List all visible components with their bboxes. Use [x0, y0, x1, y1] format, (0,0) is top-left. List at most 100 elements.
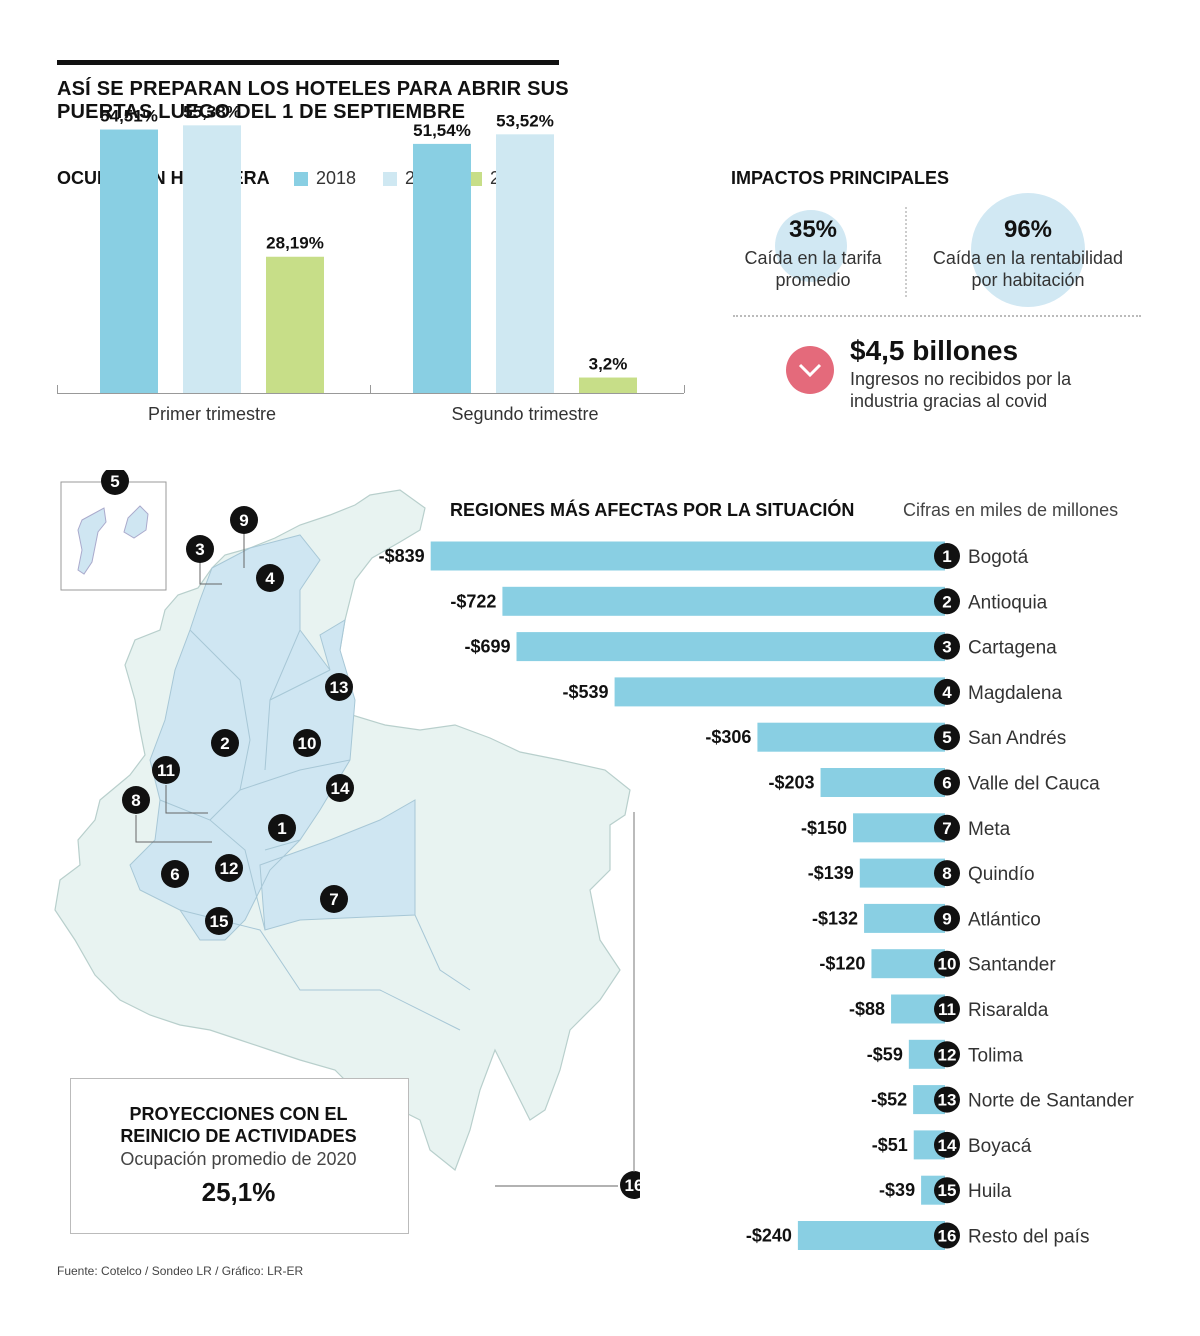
- region16-leader: [633, 812, 635, 1172]
- region-bar: [614, 677, 945, 707]
- providencia-island: [123, 505, 149, 539]
- region-value-label: -$150: [801, 818, 847, 838]
- map-marker: [211, 729, 239, 757]
- impact-value-1: 35%: [788, 216, 838, 243]
- occ-category-label: Primer trimestre: [148, 404, 276, 424]
- legend-swatch-2018: [294, 171, 308, 186]
- region-name-label: Antioquia: [968, 592, 1048, 613]
- map-marker: [326, 774, 354, 802]
- loss-line-1: Ingresos no recibidos por la: [850, 369, 1072, 389]
- region-name-label: Quindío: [968, 864, 1035, 885]
- map-marker-label: 8: [131, 791, 140, 810]
- impact-label-2b: por habitación: [971, 270, 1085, 290]
- region-bar: [797, 1221, 945, 1250]
- region-bar: [859, 858, 945, 888]
- impact-label-1b: promedio: [775, 270, 851, 290]
- title-rule: [57, 60, 559, 65]
- map-marker-label: 11: [157, 761, 175, 780]
- region-name-label: Risaralda: [968, 1000, 1049, 1021]
- region-rank-label: 9: [942, 909, 951, 928]
- occ-bar: [266, 256, 324, 393]
- region-bar: [757, 722, 945, 752]
- region-rank-label: 1: [942, 547, 951, 566]
- map-marker-label: 16: [625, 1176, 640, 1195]
- region-value-label: -$539: [563, 682, 609, 702]
- san-andres-island: [77, 507, 107, 575]
- region-bar: [853, 813, 945, 843]
- region-rank-badge: [934, 678, 960, 705]
- occ-bar: [100, 129, 158, 393]
- region-value-label: -$51: [872, 1135, 908, 1155]
- projection-subtitle: Ocupación promedio de 2020: [120, 1149, 357, 1169]
- san-andres-inset: [60, 481, 167, 591]
- region-rank-label: 13: [938, 1091, 957, 1110]
- region-bar: [864, 903, 945, 933]
- region-rank-badge: [934, 1086, 960, 1113]
- impact-label-2a: Caída en la rentabilidad: [932, 248, 1124, 268]
- region-rank-badge: [934, 996, 960, 1022]
- region-value-label: -$39: [879, 1180, 915, 1200]
- occ-bar: [183, 125, 241, 393]
- region-value-label: -$722: [450, 591, 496, 611]
- region-bar: [502, 586, 945, 616]
- region-bar: [516, 632, 945, 662]
- map-marker: [325, 673, 353, 701]
- legend-label-2018: 2018: [316, 168, 357, 188]
- map-marker: [161, 860, 189, 888]
- impacts-title: IMPACTOS PRINCIPALES: [731, 168, 950, 188]
- legend-swatch-2020: [468, 171, 482, 186]
- impact-circle-1: [775, 210, 847, 282]
- region-name-label: Resto del país: [968, 1227, 1089, 1248]
- region-name-label: Santander: [968, 955, 1056, 976]
- regions-title: REGIONES MÁS AFECTAS POR LA SITUACIÓN: [450, 500, 855, 520]
- source-note: Fuente: Cotelco / Sondeo LR / Gráfico: L…: [57, 1264, 304, 1278]
- leader-lines: [135, 534, 618, 1187]
- region-rank-badge: [934, 814, 960, 841]
- occ-bar: [496, 134, 554, 393]
- region-rank-label: 3: [942, 638, 951, 657]
- region-value-label: -$839: [379, 546, 425, 566]
- region-rank-label: 12: [938, 1045, 957, 1064]
- map-marker-label: 3: [195, 540, 204, 559]
- region-rank-badge: [934, 543, 960, 569]
- region-name-label: Magdalena: [968, 683, 1062, 704]
- region-value-label: -$203: [769, 773, 815, 793]
- occ-bar-label: 53,52%: [496, 111, 554, 130]
- region-value-label: -$699: [464, 637, 510, 657]
- region-rank-badge: [934, 724, 960, 751]
- regions-chart: -$839 1 Bogotá -$722 2 Antioquia -$699 3 Cartage…: [379, 541, 1135, 1250]
- region-rank-badge: [934, 633, 960, 660]
- impact-label-1a: Caída en la tarifa: [744, 248, 882, 268]
- region-rank-label: 2: [942, 592, 951, 611]
- highlight-regions: [129, 534, 416, 941]
- internal-borders: [159, 629, 471, 1031]
- projection-title-1: PROYECCIONES CON EL: [129, 1104, 348, 1124]
- map-marker-label: 7: [329, 890, 338, 909]
- occupancy-chart: 54,51% 55,38% 28,19% Primer trimestre 51,54%…: [57, 102, 685, 424]
- region-bar: [820, 768, 945, 797]
- region-rank-label: 14: [938, 1136, 957, 1155]
- map-marker-label: 12: [220, 859, 239, 878]
- map-marker-label: 4: [265, 569, 275, 588]
- map-marker-label: 5: [110, 472, 119, 491]
- map-marker-label: 10: [298, 734, 317, 753]
- region-value-label: -$52: [871, 1090, 907, 1110]
- loss-value: $4,5 billones: [850, 335, 1019, 366]
- region-value-label: -$88: [849, 999, 885, 1019]
- map-marker: [186, 535, 214, 563]
- map-marker: [256, 564, 284, 592]
- map-marker-label: 13: [330, 678, 349, 697]
- region-rank-label: 8: [942, 864, 951, 883]
- map-marker: [293, 729, 321, 757]
- region-rank-label: 7: [942, 819, 951, 838]
- region-rank-label: 15: [938, 1181, 957, 1200]
- region-name-label: Huila: [968, 1181, 1012, 1202]
- occ-bar-label: 51,54%: [413, 121, 471, 140]
- region-rank-label: 4: [942, 683, 952, 702]
- occ-bar: [413, 143, 471, 393]
- map-marker: [205, 907, 233, 935]
- map-marker: [101, 470, 129, 495]
- region-rank-badge: [934, 1041, 960, 1068]
- map-marker: [620, 1171, 640, 1199]
